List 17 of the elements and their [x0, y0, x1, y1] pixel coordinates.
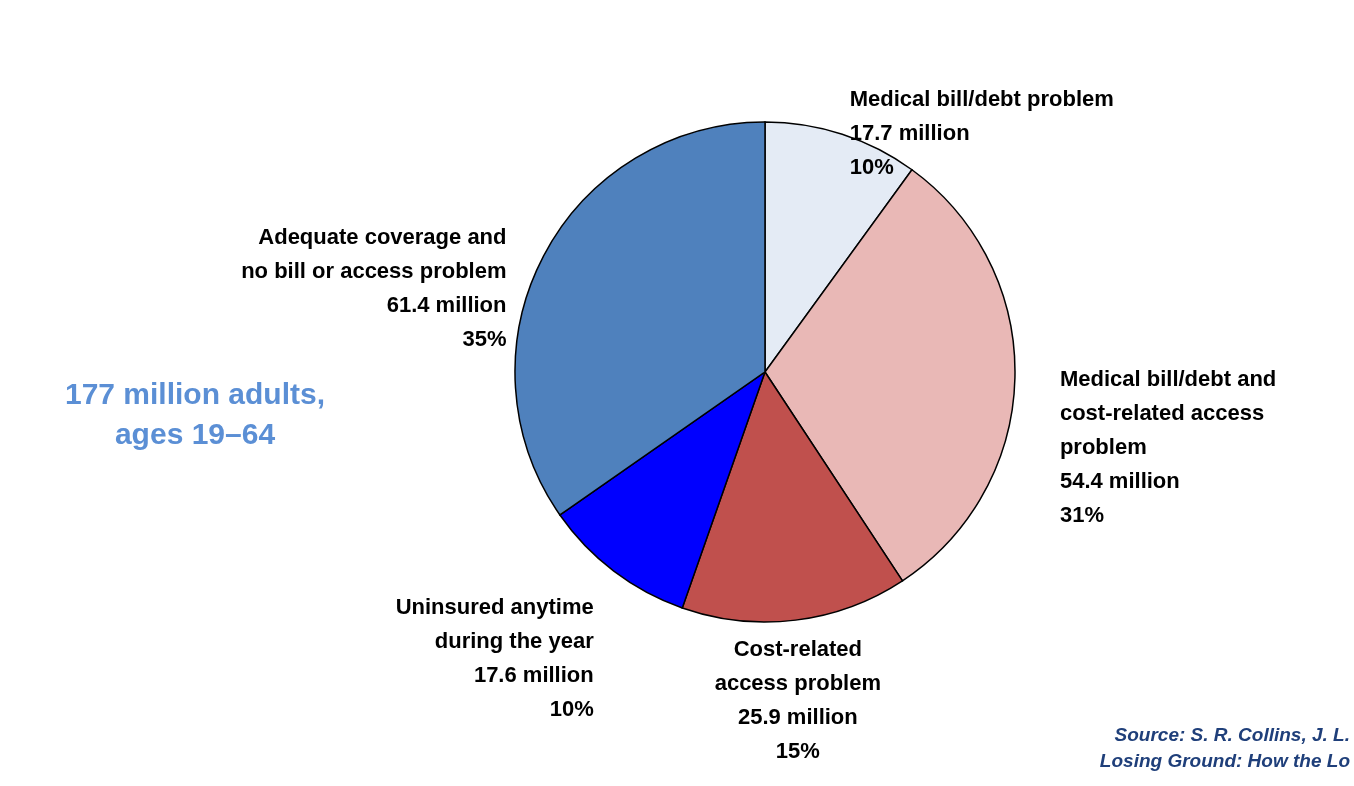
text: 15%: [775, 737, 820, 763]
slice-label: Medical bill/debt and cost-related access problem: [1059, 365, 1277, 459]
data-label: 17.6 million: [473, 662, 594, 688]
data-label: 54.4 million: [1059, 467, 1180, 493]
slice-label: Cost-related access problem: [714, 635, 881, 695]
data-label: 61.4 million: [386, 292, 507, 318]
text: 31%: [1059, 501, 1104, 527]
slice-label: Adequate coverage and no bill or access problem: [241, 224, 507, 284]
data-label: 25.9 million: [737, 703, 858, 729]
data-label: 17.7 million: [849, 120, 970, 146]
text: 177 million adults, ages 19–64: [64, 377, 326, 450]
source-note: Source: S. R. Collins, J. L. Losing Ground: How the Lo: [1099, 724, 1350, 771]
slice-label: Uninsured anytime during the year: [395, 594, 595, 654]
text: 35%: [462, 326, 507, 352]
text: 10%: [549, 696, 594, 722]
text: 10%: [849, 154, 894, 180]
slice-label: Medical bill/debt problem: [849, 86, 1114, 112]
